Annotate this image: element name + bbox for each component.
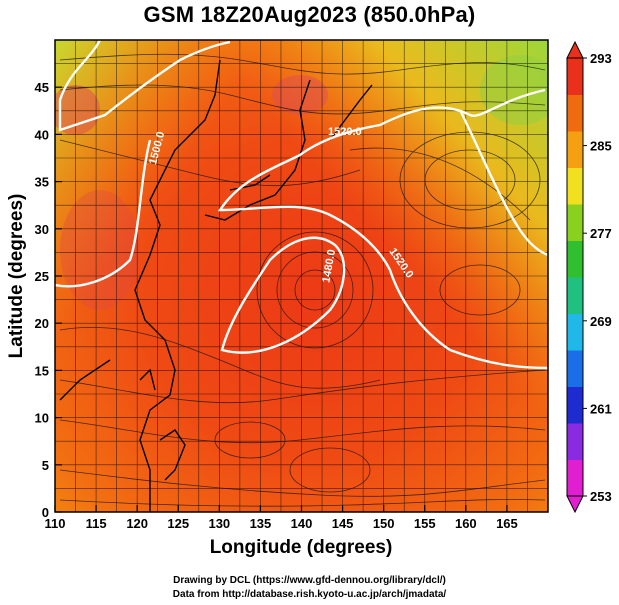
x-tick-label: 120 <box>126 516 148 531</box>
colorbar-max-arrow <box>566 40 584 59</box>
colorbar-swatch <box>567 240 583 278</box>
x-tick-label: 130 <box>208 516 230 531</box>
y-tick-label: 10 <box>35 411 49 426</box>
y-tick-label: 45 <box>35 80 49 95</box>
grid-lines <box>55 40 548 512</box>
x-tick-label: 115 <box>86 516 107 531</box>
x-tick-label: 160 <box>455 516 477 531</box>
y-tick-label: 25 <box>35 269 49 284</box>
y-tick-label: 40 <box>35 127 49 142</box>
x-tick-label: 135 <box>250 516 272 531</box>
streamlines <box>59 53 546 507</box>
y-axis-label: Latitude (degrees) <box>6 193 27 359</box>
colorbar-swatch <box>567 423 583 460</box>
x-axis-label: Longitude (degrees) <box>209 537 393 558</box>
y-tick-label: 30 <box>35 222 49 237</box>
coastlines <box>59 59 373 512</box>
data-credit: Data from http://database.rish.kyoto-u.a… <box>172 589 447 600</box>
colorbar-swatch <box>567 459 583 497</box>
x-tick-label: 155 <box>414 516 436 531</box>
colorbar-swatch <box>567 94 583 132</box>
x-tick-label: 145 <box>332 516 354 531</box>
drawing-credit: Drawing by DCL (https://www.gfd-dennou.o… <box>173 575 446 586</box>
contour-lines <box>55 40 548 370</box>
colorbar-swatch <box>567 167 583 205</box>
colorbar-label: 261 <box>590 401 612 416</box>
colorbar-label: 277 <box>590 226 612 241</box>
colorbar-swatch <box>567 386 583 424</box>
y-tick-label: 0 <box>42 505 49 520</box>
colorbar-swatch <box>567 350 583 387</box>
colorbar-swatch <box>567 204 583 241</box>
contour-label: 1520.0 <box>328 126 362 138</box>
x-tick-label: 165 <box>496 516 518 531</box>
colorbar: 293 285 277 269 261 253 <box>566 40 612 514</box>
colorbar-label: 253 <box>590 489 612 504</box>
colorbar-label: 293 <box>590 51 612 66</box>
y-tick-label: 20 <box>35 316 49 331</box>
x-tick-label: 150 <box>373 516 395 531</box>
contour-label: 1480.0 <box>320 248 338 283</box>
colorbar-label: 285 <box>590 139 612 154</box>
colorbar-label: 269 <box>590 314 612 329</box>
map-title: GSM 18Z20Aug2023 (850.0hPa) <box>143 2 476 27</box>
x-tick-label: 110 <box>45 516 66 531</box>
y-tick-label: 35 <box>35 175 49 190</box>
colorbar-min-arrow <box>566 495 584 514</box>
colorbar-swatch <box>567 313 583 351</box>
y-tick-label: 15 <box>35 363 49 378</box>
colorbar-swatch <box>567 58 583 95</box>
x-tick-label: 140 <box>291 516 313 531</box>
y-tick-label: 5 <box>42 458 49 473</box>
y-axis: 0 5 10 15 20 25 30 35 40 45 <box>35 80 62 520</box>
colorbar-swatch <box>567 131 583 168</box>
colorbar-swatch <box>567 277 583 314</box>
x-axis: 110 115 120 125 130 135 140 145 150 155 160 165 <box>45 505 518 531</box>
x-tick-label: 125 <box>167 516 189 531</box>
